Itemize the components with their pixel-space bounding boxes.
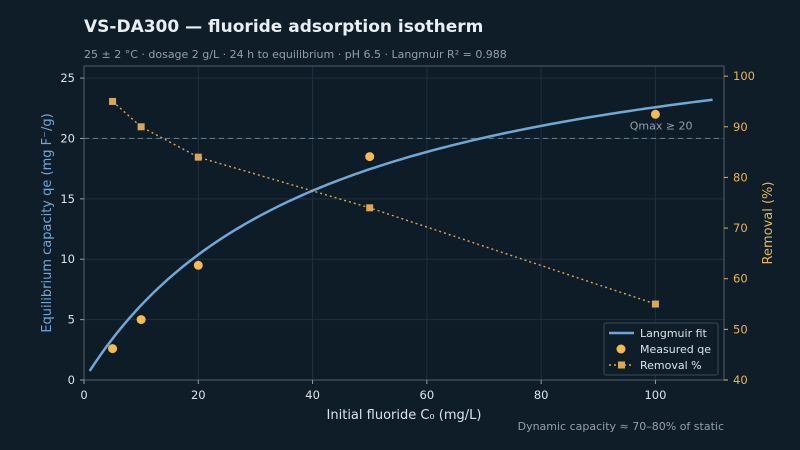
y2-tick-label: 40 — [733, 373, 748, 387]
removal-point — [194, 153, 202, 161]
measured-point — [136, 315, 146, 325]
legend-measured-label: Measured qe — [640, 343, 711, 356]
measured-point — [108, 344, 118, 354]
x-tick-label: 20 — [191, 388, 206, 402]
y-tick-label: 25 — [60, 71, 75, 85]
legend-fit-label: Langmuir fit — [640, 327, 708, 340]
y-tick-label: 5 — [68, 313, 75, 327]
removal-point — [366, 204, 374, 212]
y-axis-label: Equilibrium capacity qe (mg F⁻/g) — [40, 113, 55, 332]
y2-tick-label: 60 — [733, 272, 748, 286]
y2-tick-label: 70 — [733, 221, 748, 235]
footnote: Dynamic capacity ≈ 70–80% of static — [517, 420, 724, 433]
y-tick-label: 20 — [60, 131, 75, 145]
x-tick-label: 0 — [80, 388, 87, 402]
removal-point — [651, 300, 659, 308]
chart-subtitle: 25 ± 2 °C · dosage 2 g/L · 24 h to equil… — [84, 48, 507, 61]
y-tick-label: 10 — [60, 252, 75, 266]
measured-point — [193, 260, 203, 270]
chart-title: VS-DA300 — fluoride adsorption isotherm — [84, 17, 484, 37]
y2-axis-label: Removal (%) — [761, 182, 776, 265]
legend-measured-swatch — [616, 344, 626, 354]
measured-point — [650, 109, 660, 119]
legend-removal-label: Removal % — [640, 359, 702, 372]
axes-group: 0 20 40 60 80 100 0 5 10 15 20 25 40 50 60 70 80 90 100 Ini… — [40, 65, 776, 423]
x-tick-label: 60 — [420, 388, 435, 402]
legend-box — [603, 322, 719, 376]
removal-point — [137, 123, 145, 131]
measured-point — [365, 152, 375, 162]
measured-series-group — [108, 109, 660, 354]
legend-removal-swatch-marker — [618, 361, 625, 369]
removal-series-group — [109, 97, 659, 308]
y2-tick-label: 80 — [733, 170, 748, 184]
x-tick-label: 80 — [534, 388, 549, 402]
y2-tick-label: 100 — [733, 69, 755, 83]
langmuir-fit-line — [88, 98, 713, 372]
removal-point — [109, 97, 117, 105]
langmuir-fit-group — [88, 98, 713, 372]
reference-line-label: Qmax ≥ 20 — [630, 119, 693, 132]
y-tick-label: 0 — [68, 373, 75, 387]
x-tick-label: 40 — [305, 388, 320, 402]
y-tick-label: 15 — [60, 192, 75, 206]
x-axis-label: Initial fluoride C₀ (mg/L) — [327, 408, 482, 423]
legend: Langmuir fit Measured qe Removal % — [603, 322, 719, 376]
y2-tick-label: 90 — [733, 120, 748, 134]
x-tick-label: 100 — [644, 388, 666, 402]
removal-line — [112, 100, 656, 305]
reference-line-group: Qmax ≥ 20 — [84, 119, 724, 140]
y2-tick-label: 50 — [733, 322, 748, 336]
